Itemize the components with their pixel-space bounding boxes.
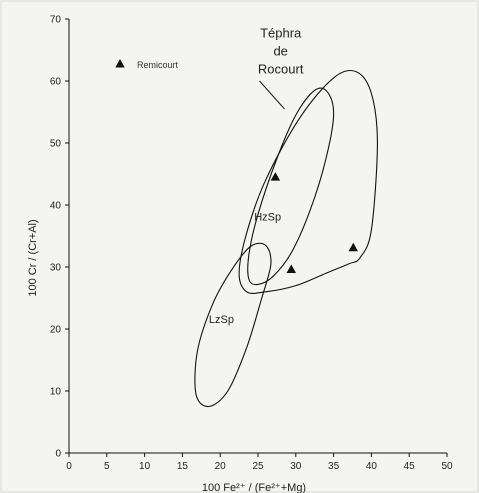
y-tick-label: 50 — [50, 139, 62, 150]
x-tick-label: 40 — [366, 461, 378, 472]
region-leader-line — [259, 80, 285, 110]
y-tick-label: 0 — [55, 449, 61, 460]
x-tick-label: 15 — [177, 461, 189, 472]
legend-label: Remicourt — [137, 60, 179, 70]
x-axis-label: 100 Fe²⁺ / (Fe²⁺+Mg) — [202, 482, 306, 493]
region-label-hzsp: HzSp — [254, 212, 281, 224]
x-tick-label: 5 — [104, 461, 110, 472]
x-tick-label: 30 — [290, 461, 302, 472]
data-point-triangle — [286, 264, 296, 273]
region-label-lzsp: LzSp — [209, 314, 234, 326]
region-title-line: de — [273, 44, 287, 59]
x-tick-label: 0 — [66, 461, 72, 472]
x-tick-label: 10 — [139, 461, 151, 472]
x-tick-label: 20 — [215, 461, 227, 472]
region-outline-hzsp — [247, 87, 335, 286]
y-tick-label: 60 — [50, 77, 62, 88]
data-point-triangle — [348, 242, 358, 252]
region-title-line: Téphra — [260, 26, 302, 41]
x-tick-label: 35 — [328, 461, 340, 472]
data-point-triangle — [270, 172, 281, 181]
x-tick-label: 50 — [441, 461, 453, 472]
y-tick-label: 10 — [50, 387, 62, 398]
regions-layer: Téphra de Rocourt HzSp LzSp — [194, 26, 378, 408]
region-outline-t-phra-de-rocourt — [238, 69, 378, 294]
y-tick-label: 20 — [50, 325, 62, 336]
x-tick-label: 45 — [404, 461, 416, 472]
region-outline-lzsp — [194, 242, 272, 408]
legend: Remicourt — [115, 59, 179, 70]
y-axis-label: 100 Cr / (Cr+Al) — [27, 219, 39, 296]
y-tick-label: 30 — [50, 263, 62, 274]
y-tick-label: 70 — [50, 15, 62, 26]
points-layer — [270, 172, 358, 273]
x-tick-label: 25 — [252, 461, 264, 472]
y-tick-label: 40 — [50, 201, 62, 212]
axes-layer: 0 5 10 15 20 25 30 35 40 45 50 0 10 20 30 40 50 60 70 — [50, 15, 453, 473]
region-title-line: Rocourt — [258, 62, 304, 77]
legend-marker-triangle — [115, 59, 125, 68]
